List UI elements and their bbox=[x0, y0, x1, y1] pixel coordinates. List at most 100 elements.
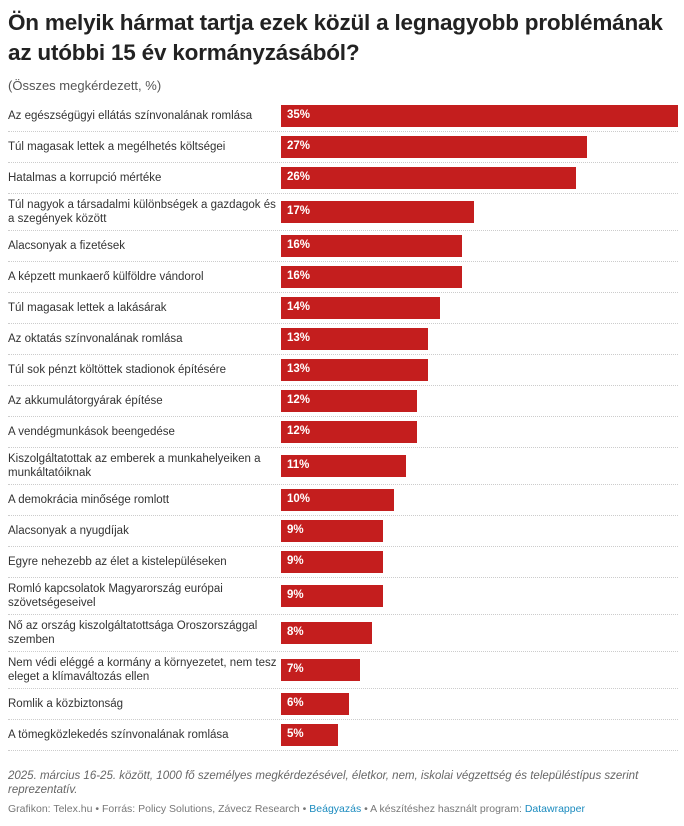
bar-track: 16% bbox=[281, 266, 678, 288]
bar bbox=[281, 659, 361, 681]
bar-track: 9% bbox=[281, 520, 678, 542]
bar bbox=[281, 390, 418, 412]
bar-row: Túl nagyok a társadalmi különbségek a ga… bbox=[8, 194, 678, 231]
bar-track: 17% bbox=[281, 201, 678, 223]
bar bbox=[281, 328, 429, 350]
bar-row: Alacsonyak a nyugdíjak 9% bbox=[8, 516, 678, 547]
footer-credit: Grafikon: Telex.hu • Forrás: Policy Solu… bbox=[8, 803, 310, 815]
bar-track: 12% bbox=[281, 421, 678, 443]
category-label: A képzett munkaerő külföldre vándorol bbox=[8, 271, 204, 283]
bar-track: 8% bbox=[281, 622, 678, 644]
bar-track: 12% bbox=[281, 390, 678, 412]
category-label: Túl magasak lettek a megélhetés költsége… bbox=[8, 141, 226, 153]
value-label: 16% bbox=[287, 239, 311, 251]
category-label: Egyre nehezebb az élet a kistelepüléseke… bbox=[8, 556, 227, 568]
bar-row: Túl sok pénzt költöttek stadionok építés… bbox=[8, 355, 678, 386]
value-label: 26% bbox=[287, 171, 311, 183]
bar-row: Kiszolgáltatottak az emberek a munkahely… bbox=[8, 448, 678, 485]
datawrapper-link[interactable]: Datawrapper bbox=[524, 803, 585, 815]
value-label: 9% bbox=[287, 589, 304, 601]
value-label: 17% bbox=[287, 205, 311, 217]
bar-row: Romlik a közbiztonság 6% bbox=[8, 689, 678, 720]
bar-track: 13% bbox=[281, 328, 678, 350]
bar bbox=[281, 235, 463, 257]
bar bbox=[281, 421, 418, 443]
bar-track: 9% bbox=[281, 585, 678, 607]
bar bbox=[281, 359, 429, 381]
bar-track: 27% bbox=[281, 136, 678, 158]
bar bbox=[281, 266, 463, 288]
chart-note: 2025. március 16-25. között, 1000 fő sze… bbox=[8, 770, 639, 796]
category-label: A tömegközlekedés színvonalának romlása bbox=[8, 729, 229, 741]
bar-row: Nő az ország kiszolgáltatottsága Oroszor… bbox=[8, 615, 678, 652]
value-label: 27% bbox=[287, 140, 311, 152]
category-label: Nő az ország kiszolgáltatottsága Oroszor… bbox=[8, 620, 258, 646]
bar bbox=[281, 489, 395, 511]
bar-row: Az egészségügyi ellátás színvonalának ro… bbox=[8, 101, 678, 132]
value-label: 9% bbox=[287, 524, 304, 536]
bar-row: Alacsonyak a fizetések 16% bbox=[8, 231, 678, 262]
bar-row: Az akkumulátorgyárak építése 12% bbox=[8, 386, 678, 417]
bar-chart: Az egészségügyi ellátás színvonalának ro… bbox=[8, 101, 678, 751]
value-label: 16% bbox=[287, 270, 311, 282]
bar-track: 7% bbox=[281, 659, 678, 681]
category-label: A demokrácia minősége romlott bbox=[8, 494, 170, 506]
bar-track: 5% bbox=[281, 724, 678, 746]
value-label: 8% bbox=[287, 626, 304, 638]
bar-row: Az oktatás színvonalának romlása 13% bbox=[8, 324, 678, 355]
value-label: 5% bbox=[287, 728, 304, 740]
bar-track: 9% bbox=[281, 551, 678, 573]
embed-link[interactable]: Beágyazás bbox=[309, 803, 362, 815]
bar-row: Hatalmas a korrupció mértéke 26% bbox=[8, 163, 678, 194]
category-label: Az oktatás színvonalának romlása bbox=[8, 333, 183, 345]
bar bbox=[281, 201, 474, 223]
bar-track: 16% bbox=[281, 235, 678, 257]
bar bbox=[281, 520, 384, 542]
value-label: 7% bbox=[287, 663, 304, 675]
bar-row: Egyre nehezebb az élet a kistelepüléseke… bbox=[8, 547, 678, 578]
bar bbox=[281, 167, 576, 189]
bar bbox=[281, 455, 406, 477]
bar-row: Túl magasak lettek a lakásárak 14% bbox=[8, 293, 678, 324]
bar-row: Túl magasak lettek a megélhetés költsége… bbox=[8, 132, 678, 163]
chart-title: Ön melyik hármat tartja ezek közül a leg… bbox=[8, 10, 663, 65]
bar-track: 14% bbox=[281, 297, 678, 319]
value-label: 6% bbox=[287, 697, 304, 709]
bar bbox=[281, 724, 338, 746]
bar-row: Nem védi eléggé a kormány a környezetet,… bbox=[8, 652, 678, 689]
value-label: 10% bbox=[287, 493, 311, 505]
category-label: Hatalmas a korrupció mértéke bbox=[8, 172, 162, 184]
value-label: 13% bbox=[287, 363, 311, 375]
bar-track: 13% bbox=[281, 359, 678, 381]
bar bbox=[281, 693, 350, 715]
category-label: Romló kapcsolatok Magyarország európai s… bbox=[8, 583, 223, 609]
bar bbox=[281, 136, 588, 158]
bar-row: A vendégmunkások beengedése 12% bbox=[8, 417, 678, 448]
footer: Grafikon: Telex.hu • Forrás: Policy Solu… bbox=[8, 803, 678, 815]
value-label: 14% bbox=[287, 301, 311, 313]
bar-row: A képzett munkaerő külföldre vándorol 16… bbox=[8, 262, 678, 293]
footer-tool-text: • A készítéshez használt program: bbox=[361, 803, 525, 815]
bar bbox=[281, 105, 678, 127]
category-label: Alacsonyak a nyugdíjak bbox=[8, 525, 129, 537]
value-label: 11% bbox=[287, 459, 310, 471]
bar bbox=[281, 297, 440, 319]
value-label: 12% bbox=[287, 394, 311, 406]
category-label: Romlik a közbiztonság bbox=[8, 698, 124, 710]
value-label: 35% bbox=[287, 109, 311, 121]
value-label: 12% bbox=[287, 425, 311, 437]
value-label: 9% bbox=[287, 555, 304, 567]
category-label: A vendégmunkások beengedése bbox=[8, 426, 175, 438]
bar-row: Romló kapcsolatok Magyarország európai s… bbox=[8, 578, 678, 615]
bar-track: 26% bbox=[281, 167, 678, 189]
category-label: Kiszolgáltatottak az emberek a munkahely… bbox=[8, 453, 261, 479]
bar bbox=[281, 551, 384, 573]
category-label: Túl sok pénzt költöttek stadionok építés… bbox=[8, 364, 226, 376]
value-label: 13% bbox=[287, 332, 311, 344]
category-label: Nem védi eléggé a kormány a környezetet,… bbox=[8, 657, 277, 683]
chart-subtitle: (Összes megkérdezett, %) bbox=[8, 78, 162, 93]
bar-row: A demokrácia minősége romlott 10% bbox=[8, 485, 678, 516]
bar-track: 10% bbox=[281, 489, 678, 511]
bar bbox=[281, 622, 372, 644]
